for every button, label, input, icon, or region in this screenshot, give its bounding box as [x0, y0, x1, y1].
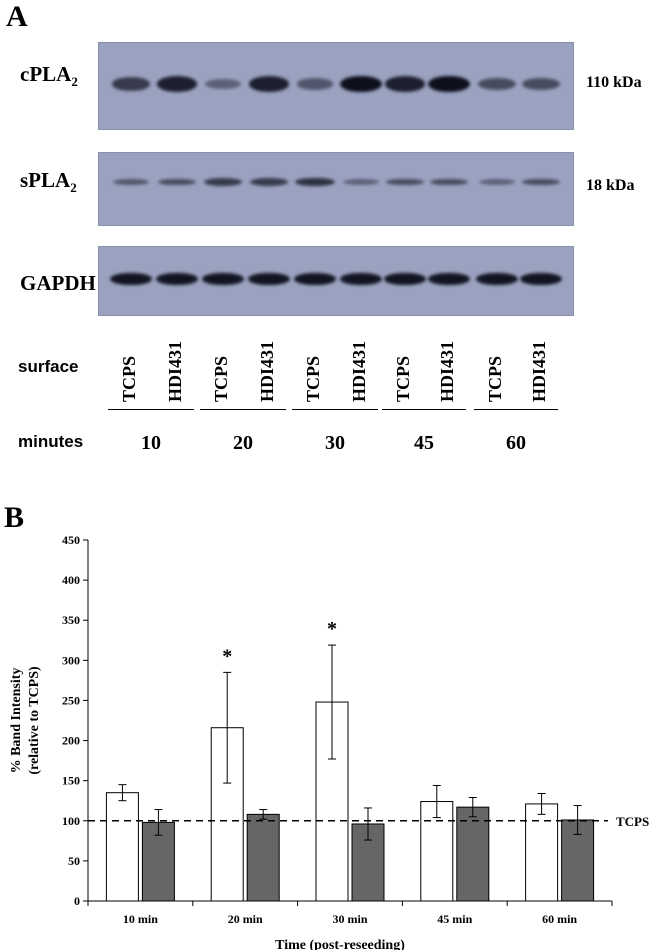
band	[428, 272, 470, 286]
x-axis-label: Time (post-reseeding)	[275, 938, 405, 950]
lane-label: TCPS	[485, 355, 505, 402]
panel-b-letter: B	[4, 501, 24, 534]
band	[112, 178, 150, 186]
bar	[105, 792, 139, 902]
lane-label: HDI431	[529, 340, 549, 402]
band	[202, 272, 244, 286]
significance-marker: *	[222, 645, 232, 667]
minutes-value: 10	[141, 432, 161, 454]
surface-label: surface	[18, 357, 79, 376]
band	[384, 76, 426, 92]
lane-label: TCPS	[119, 355, 139, 402]
group-underline	[292, 409, 378, 410]
band	[295, 177, 335, 187]
band	[520, 272, 562, 286]
group-underline	[108, 409, 194, 410]
y-axis-label: (relative to TCPS)	[27, 666, 42, 775]
bar	[456, 806, 490, 902]
band	[343, 179, 379, 185]
bar	[525, 803, 559, 902]
group-underline	[200, 409, 286, 410]
lane-label: HDI431	[437, 340, 457, 402]
bar	[420, 801, 454, 902]
lane-label: TCPS	[211, 355, 231, 402]
y-tick-label: 350	[62, 613, 80, 627]
y-axis-label: % Band Intensity	[9, 668, 24, 774]
y-tick-label: 400	[62, 573, 80, 587]
band	[249, 178, 289, 186]
band	[294, 272, 336, 286]
lane-label: HDI431	[257, 340, 277, 402]
band	[203, 178, 243, 186]
lane-label: TCPS	[303, 355, 323, 402]
x-tick-label: 45 min	[437, 912, 472, 926]
panel-a-letter: A	[6, 0, 28, 33]
minutes-value: 20	[233, 432, 253, 454]
reference-line-label: TCPS	[616, 814, 649, 829]
x-tick-label: 20 min	[228, 912, 263, 926]
band	[110, 272, 152, 286]
x-tick-label: 10 min	[123, 912, 158, 926]
band	[340, 75, 382, 93]
lane-label: HDI431	[349, 340, 369, 402]
band	[248, 76, 290, 92]
band	[111, 77, 151, 91]
band	[158, 178, 196, 186]
band	[386, 178, 424, 186]
band	[522, 77, 560, 91]
y-tick-label: 100	[62, 814, 80, 828]
band	[478, 77, 516, 91]
lane-label: TCPS	[393, 355, 413, 402]
band	[156, 76, 198, 92]
minutes-value: 60	[506, 432, 526, 454]
y-tick-label: 200	[62, 734, 80, 748]
band	[428, 75, 470, 93]
y-tick-label: 450	[62, 533, 80, 547]
minutes-label: minutes	[18, 432, 84, 451]
y-tick-label: 0	[74, 894, 80, 908]
band	[522, 178, 560, 186]
band	[156, 272, 198, 286]
band	[296, 78, 334, 90]
protein-label-gapdh: GAPDH	[20, 271, 96, 295]
size-label-cpla2: 110 kDa	[586, 74, 642, 91]
band	[384, 272, 426, 286]
bar-chart: B 0 50 100 150 200 250 300 350 400 450 10 min 20 min…	[4, 501, 649, 950]
band	[340, 272, 382, 286]
x-tick-label: 30 min	[332, 912, 367, 926]
bar	[246, 813, 280, 902]
y-tick-label: 300	[62, 653, 80, 667]
band	[476, 272, 518, 286]
blot-cpla2	[98, 42, 574, 130]
band	[430, 178, 468, 186]
minutes-value: 45	[414, 432, 434, 454]
minutes-value: 30	[325, 432, 345, 454]
band	[479, 179, 515, 185]
protein-label-cpla2: cPLA2	[20, 62, 78, 90]
significance-marker: *	[327, 618, 337, 640]
y-tick-label: 250	[62, 693, 80, 707]
group-underline	[474, 409, 558, 410]
group-underline	[382, 409, 466, 410]
y-tick-label: 50	[68, 854, 80, 868]
protein-label-spla2: sPLA2	[20, 168, 77, 196]
blot-spla2	[98, 152, 574, 226]
y-tick-label: 150	[62, 774, 80, 788]
lane-label: HDI431	[165, 340, 185, 402]
band	[248, 272, 290, 286]
blot-gapdh	[98, 246, 574, 316]
size-label-spla2: 18 kDa	[586, 177, 635, 194]
x-tick-label: 60 min	[542, 912, 577, 926]
band	[205, 78, 241, 90]
